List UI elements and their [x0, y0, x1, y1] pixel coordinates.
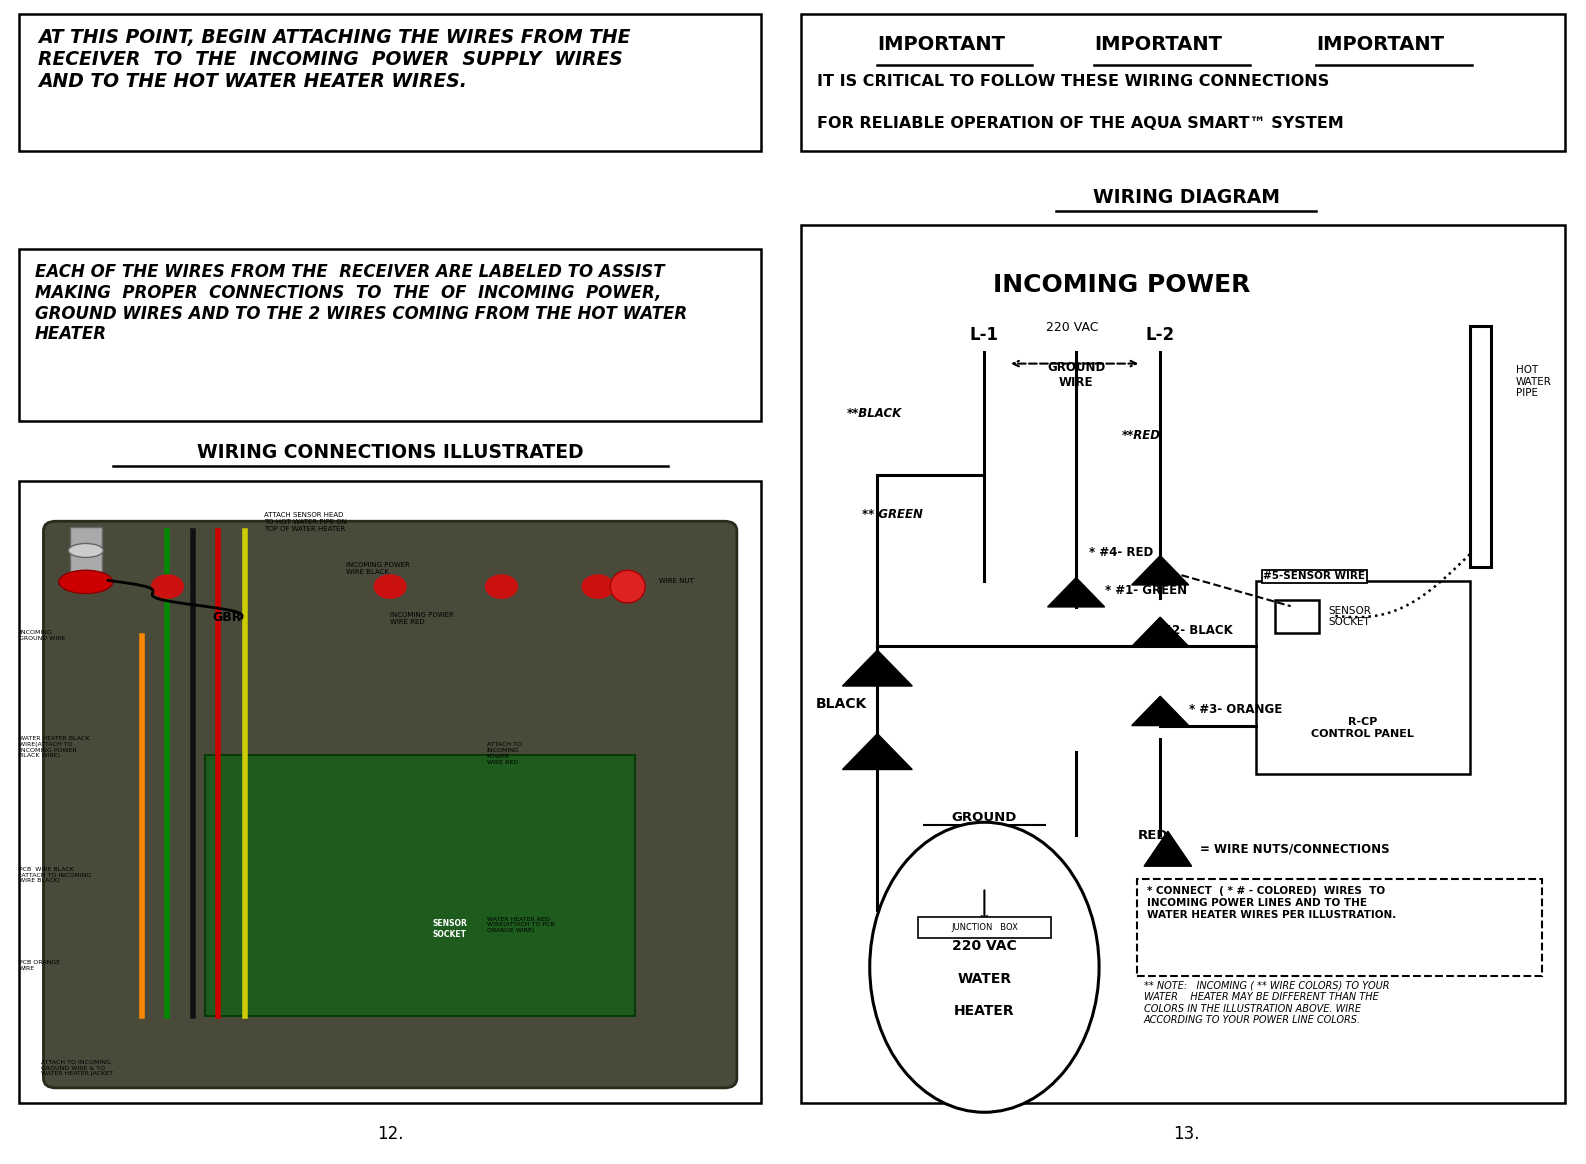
Text: AT THIS POINT, BEGIN ATTACHING THE WIRES FROM THE
RECEIVER  TO  THE  INCOMING  P: AT THIS POINT, BEGIN ATTACHING THE WIRES… [38, 28, 631, 91]
Text: HOT
WATER
PIPE: HOT WATER PIPE [1516, 365, 1551, 398]
Bar [918, 917, 1052, 938]
Text: L-2: L-2 [1145, 326, 1175, 343]
Text: GROUND: GROUND [952, 811, 1017, 824]
Text: 12.: 12. [377, 1124, 403, 1143]
Bar [1470, 326, 1491, 567]
Text: ATTACH TO
INCOMING
POWER
WIRE RED: ATTACH TO INCOMING POWER WIRE RED [487, 743, 522, 765]
Text: SENSOR
SOCKET: SENSOR SOCKET [1329, 605, 1372, 627]
Polygon shape [1132, 696, 1190, 725]
Ellipse shape [59, 570, 113, 594]
Text: INCOMING POWER
WIRE BLACK: INCOMING POWER WIRE BLACK [346, 562, 409, 575]
Text: * #2- BLACK: * #2- BLACK [1153, 624, 1232, 637]
Text: WIRING DIAGRAM: WIRING DIAGRAM [1093, 189, 1280, 207]
Text: ATTACH TO INCOMING
GROUND WIRE & TO
WATER HEATER JACKET: ATTACH TO INCOMING GROUND WIRE & TO WATE… [41, 1060, 113, 1077]
Text: WIRING CONNECTIONS ILLUSTRATED: WIRING CONNECTIONS ILLUSTRATED [197, 443, 584, 462]
Text: * CONNECT  ( * # - COLORED)  WIRES  TO
INCOMING POWER LINES AND TO THE
WATER HEA: * CONNECT ( * # - COLORED) WIRES TO INCO… [1147, 886, 1396, 920]
Text: INCOMING POWER
WIRE RED: INCOMING POWER WIRE RED [390, 611, 454, 625]
Polygon shape [1132, 617, 1190, 646]
Text: IT IS CRITICAL TO FOLLOW THESE WIRING CONNECTIONS: IT IS CRITICAL TO FOLLOW THESE WIRING CO… [817, 74, 1329, 90]
Polygon shape [1132, 555, 1190, 585]
FancyBboxPatch shape [1137, 879, 1543, 977]
Text: EACH OF THE WIRES FROM THE  RECEIVER ARE LABELED TO ASSIST
MAKING  PROPER  CONNE: EACH OF THE WIRES FROM THE RECEIVER ARE … [35, 263, 687, 343]
Circle shape [582, 575, 614, 598]
Text: #5-SENSOR WIRE: #5-SENSOR WIRE [1264, 572, 1366, 581]
Text: GBR: GBR [213, 611, 241, 624]
Polygon shape [1144, 831, 1191, 866]
Text: ** GREEN: ** GREEN [863, 509, 923, 521]
Text: **BLACK: **BLACK [847, 407, 902, 420]
Polygon shape [1048, 577, 1105, 606]
Text: IMPORTANT: IMPORTANT [1094, 35, 1223, 54]
Text: SENSOR
SOCKET: SENSOR SOCKET [431, 920, 466, 939]
Bar [1256, 581, 1470, 774]
Circle shape [152, 575, 184, 598]
Text: BLACK: BLACK [817, 696, 868, 710]
Text: FOR RELIABLE OPERATION OF THE AQUA SMART™ SYSTEM: FOR RELIABLE OPERATION OF THE AQUA SMART… [817, 116, 1343, 132]
Text: PCB ORANGE
WIRE: PCB ORANGE WIRE [19, 960, 60, 971]
Text: * #3- ORANGE: * #3- ORANGE [1190, 703, 1281, 716]
Text: WIRE NUT: WIRE NUT [660, 577, 695, 584]
Text: RED: RED [1137, 829, 1167, 842]
Text: **RED: **RED [1121, 430, 1161, 442]
Bar [205, 754, 634, 1016]
Bar [70, 527, 102, 574]
Text: GROUND
WIRE: GROUND WIRE [1047, 361, 1105, 389]
Circle shape [485, 575, 517, 598]
Ellipse shape [869, 822, 1099, 1113]
Text: = WIRE NUTS/CONNECTIONS: = WIRE NUTS/CONNECTIONS [1199, 843, 1389, 856]
Text: ** NOTE:   INCOMING ( ** WIRE COLORS) TO YOUR
WATER    HEATER MAY BE DIFFERENT T: ** NOTE: INCOMING ( ** WIRE COLORS) TO Y… [1144, 981, 1389, 1025]
Ellipse shape [611, 570, 646, 603]
Circle shape [374, 575, 406, 598]
Text: R-CP
CONTROL PANEL: R-CP CONTROL PANEL [1312, 717, 1415, 739]
Text: INCOMING POWER: INCOMING POWER [993, 274, 1251, 297]
Bar [1275, 601, 1320, 633]
Polygon shape [842, 651, 912, 686]
Text: WATER HEATER BLACK
WIRE(ATTACH TO
INCOMING POWER
BLACK WIRE): WATER HEATER BLACK WIRE(ATTACH TO INCOMI… [19, 736, 89, 759]
Ellipse shape [68, 544, 103, 558]
Text: 220 VAC

WATER

HEATER: 220 VAC WATER HEATER [952, 939, 1017, 1018]
FancyBboxPatch shape [43, 521, 737, 1088]
Text: JUNCTION   BOX: JUNCTION BOX [952, 923, 1018, 932]
Text: IMPORTANT: IMPORTANT [1316, 35, 1445, 54]
Text: PCB  WIRE BLACK
(ATTACH TO INCOMING
WIRE BLACK): PCB WIRE BLACK (ATTACH TO INCOMING WIRE … [19, 867, 92, 883]
Text: WATER HEATER RED
WIRE(ATTACH TO PCB
ORANGE WIRE): WATER HEATER RED WIRE(ATTACH TO PCB ORAN… [487, 917, 555, 934]
Text: INCOMING
GROUND WIRE: INCOMING GROUND WIRE [19, 630, 65, 641]
Text: 220 VAC: 220 VAC [1047, 321, 1099, 334]
Text: ATTACH SENSOR HEAD
TO HOT WATER PIPE ON
TOP OF WATER HEATER: ATTACH SENSOR HEAD TO HOT WATER PIPE ON … [263, 512, 347, 532]
Text: IMPORTANT: IMPORTANT [877, 35, 1006, 54]
Text: L-1: L-1 [971, 326, 999, 343]
Text: * #4- RED: * #4- RED [1090, 546, 1153, 559]
Text: 13.: 13. [1174, 1124, 1199, 1143]
Polygon shape [842, 733, 912, 769]
Text: * #1- GREEN: * #1- GREEN [1105, 584, 1186, 597]
